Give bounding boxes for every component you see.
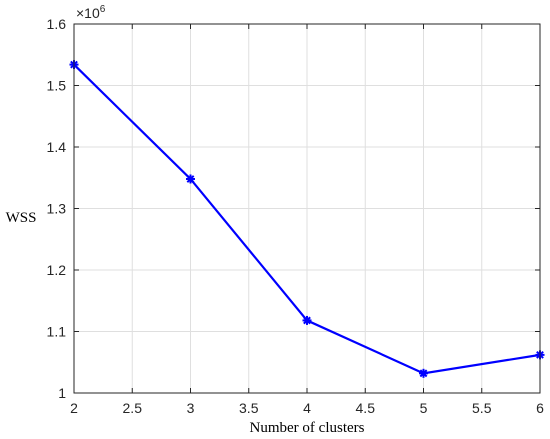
y-axis-title: WSS <box>6 210 37 226</box>
y-tick-label: 1.1 <box>47 324 67 340</box>
y-tick-label: 1.5 <box>47 78 67 94</box>
data-point-marker <box>302 315 312 325</box>
y-axis-multiplier: ×106 <box>76 4 106 21</box>
y-multiplier-base: ×10 <box>76 5 100 21</box>
y-tick-label: 1.2 <box>47 262 67 278</box>
y-tick-label: 1.3 <box>47 201 67 217</box>
y-multiplier-exponent: 6 <box>100 4 106 15</box>
y-axis-ticks: 1 1.1 1.2 1.3 1.4 1.5 1.6 <box>47 16 540 401</box>
x-tick-label: 4 <box>303 400 311 416</box>
y-tick-label: 1.6 <box>47 16 67 32</box>
x-tick-label: 5 <box>420 400 428 416</box>
x-tick-label: 3.5 <box>239 400 259 416</box>
x-axis-title: Number of clusters <box>250 420 365 436</box>
data-point-marker <box>186 174 195 184</box>
data-point-marker <box>419 368 428 378</box>
x-tick-label: 5.5 <box>472 400 492 416</box>
x-tick-label: 2 <box>70 400 78 416</box>
grid <box>73 23 541 394</box>
x-tick-label: 3 <box>187 400 195 416</box>
y-tick-label: 1 <box>58 385 66 401</box>
y-tick-label: 1.4 <box>47 139 67 155</box>
x-tick-label: 4.5 <box>356 400 376 416</box>
x-axis-ticks: 2 2.5 3 3.5 4 4.5 5 5.5 6 <box>70 24 544 416</box>
x-tick-label: 6 <box>536 400 544 416</box>
x-tick-label: 2.5 <box>123 400 143 416</box>
